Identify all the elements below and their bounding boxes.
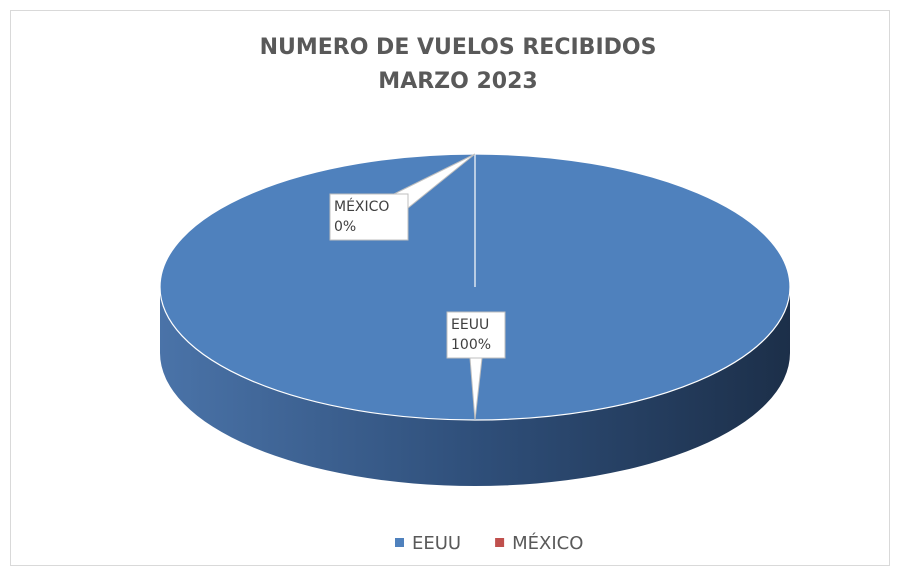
data-label: MÉXICO 0% xyxy=(329,153,476,241)
label-value: 100% xyxy=(451,337,491,353)
data-label: EEUU 100% xyxy=(446,311,506,421)
label-cover xyxy=(448,313,504,357)
chart-subtitle: MARZO 2023 xyxy=(378,69,537,94)
label-category: MÉXICO xyxy=(334,198,389,215)
chart-title: NUMERO DE VUELOS RECIBIDOS xyxy=(260,35,657,60)
label-category: EEUU xyxy=(451,317,489,333)
label-cover xyxy=(331,195,407,239)
legend-label: EEUU xyxy=(412,533,461,554)
label-value: 0% xyxy=(334,219,356,235)
legend-swatch xyxy=(495,538,505,547)
pie-side xyxy=(160,287,790,486)
legend-swatch xyxy=(395,538,404,547)
legend-label: MÉXICO xyxy=(512,532,583,554)
